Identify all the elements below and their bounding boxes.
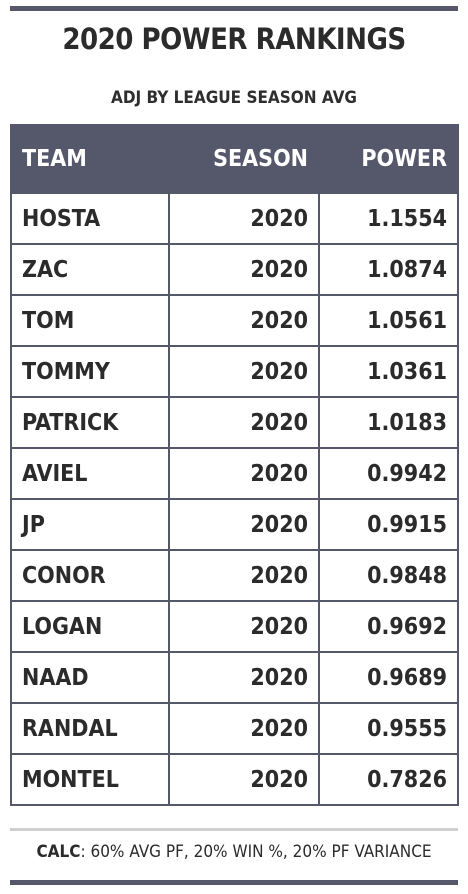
page-subtitle: ADJ BY LEAGUE SEASON AVG [0,88,468,108]
bottom-divider [10,880,458,885]
calc-label: CALC [36,842,80,862]
table-row: ZAC 2020 1.0874 [11,244,458,295]
table-row: CONOR 2020 0.9848 [11,550,458,601]
table-row: JP 2020 0.9915 [11,499,458,550]
power-cell: 1.0361 [319,346,458,397]
team-cell: JP [11,499,169,550]
table-header-row: TEAM SEASON POWER [11,125,458,193]
table-row: RANDAL 2020 0.9555 [11,703,458,754]
season-cell: 2020 [169,244,319,295]
team-cell: AVIEL [11,448,169,499]
team-cell: TOM [11,295,169,346]
team-cell: NAAD [11,652,169,703]
team-cell: MONTEL [11,754,169,805]
season-cell: 2020 [169,448,319,499]
column-header-team: TEAM [11,125,169,193]
season-cell: 2020 [169,550,319,601]
top-divider [10,6,458,11]
table-row: AVIEL 2020 0.9942 [11,448,458,499]
power-cell: 1.0874 [319,244,458,295]
calc-note: CALC: 60% AVG PF, 20% WIN %, 20% PF VARI… [0,842,468,862]
rankings-table: TEAM SEASON POWER HOSTA 2020 1.1554 ZAC … [10,124,459,806]
table-row: PATRICK 2020 1.0183 [11,397,458,448]
season-cell: 2020 [169,397,319,448]
team-cell: LOGAN [11,601,169,652]
power-cell: 1.0561 [319,295,458,346]
power-cell: 0.7826 [319,754,458,805]
power-cell: 0.9915 [319,499,458,550]
calc-text: : 60% AVG PF, 20% WIN %, 20% PF VARIANCE [80,842,431,862]
table-row: LOGAN 2020 0.9692 [11,601,458,652]
table-row: NAAD 2020 0.9689 [11,652,458,703]
season-cell: 2020 [169,754,319,805]
season-cell: 2020 [169,703,319,754]
column-header-power: POWER [319,125,458,193]
power-cell: 1.1554 [319,193,458,244]
season-cell: 2020 [169,346,319,397]
power-cell: 1.0183 [319,397,458,448]
power-cell: 0.9689 [319,652,458,703]
season-cell: 2020 [169,193,319,244]
team-cell: HOSTA [11,193,169,244]
column-header-season: SEASON [169,125,319,193]
team-cell: PATRICK [11,397,169,448]
footer-divider [10,828,458,831]
power-cell: 0.9848 [319,550,458,601]
season-cell: 2020 [169,499,319,550]
table-row: HOSTA 2020 1.1554 [11,193,458,244]
team-cell: CONOR [11,550,169,601]
team-cell: TOMMY [11,346,169,397]
team-cell: RANDAL [11,703,169,754]
power-cell: 0.9692 [319,601,458,652]
season-cell: 2020 [169,652,319,703]
page-title: 2020 POWER RANKINGS [0,22,468,56]
power-cell: 0.9555 [319,703,458,754]
season-cell: 2020 [169,601,319,652]
table-row: MONTEL 2020 0.7826 [11,754,458,805]
table-row: TOM 2020 1.0561 [11,295,458,346]
power-cell: 0.9942 [319,448,458,499]
team-cell: ZAC [11,244,169,295]
table-row: TOMMY 2020 1.0361 [11,346,458,397]
season-cell: 2020 [169,295,319,346]
